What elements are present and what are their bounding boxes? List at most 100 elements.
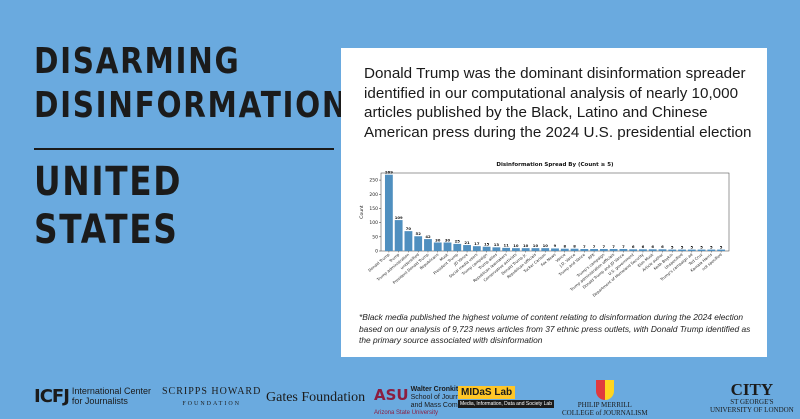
scripps-logo: SCRIPPS HOWARD FOUNDATION [162, 386, 261, 410]
bar-value-label: 7 [622, 244, 625, 249]
midas-mark: MIDaS Lab [458, 386, 516, 399]
y-tick-label: 250 [369, 178, 378, 184]
footnote: *Black media published the highest volum… [359, 312, 751, 345]
shield-icon [595, 380, 614, 400]
bar [599, 249, 608, 251]
bar [717, 249, 726, 251]
bar [609, 249, 618, 251]
city-sub-2: UNIVERSITY OF LONDON [710, 406, 794, 414]
bar-value-label: 10 [523, 243, 529, 248]
bar [521, 248, 530, 251]
bar [697, 249, 706, 251]
bar [404, 231, 413, 251]
bar-value-label: 8 [563, 244, 566, 249]
bar-value-label: 42 [425, 234, 431, 239]
bar [551, 248, 559, 251]
bar [590, 249, 598, 251]
asu-text-3: and Mass Communication [410, 402, 492, 409]
chart-title: Disinformation Spread By (Count ≥ 5) [496, 162, 614, 168]
plot-frame [380, 172, 730, 252]
title-line-2: DISINFORMATION [34, 85, 349, 126]
bar [639, 249, 647, 251]
bar-value-label: 269 [385, 170, 393, 175]
bar-value-label: 5 [681, 244, 684, 249]
bar-value-label: 7 [593, 244, 596, 249]
bar-chart: Disinformation Spread By (Count ≥ 5) 0 50 1… [341, 158, 767, 318]
bar-value-label: 11 [503, 243, 509, 248]
asu-text-2: School of Journalism [410, 394, 476, 401]
bar [414, 236, 423, 251]
title-line-1: DISARMING [34, 41, 241, 82]
bar [472, 246, 481, 251]
chart-svg: Disinformation Spread By (Count ≥ 5) 0 50 1… [359, 162, 730, 298]
x-tick-label: Vance [554, 252, 567, 264]
bar [668, 249, 677, 251]
merrill-text-1: PHILIP MERRILL [577, 401, 632, 409]
bar [678, 249, 686, 251]
bar [463, 245, 471, 251]
midas-logo: MIDaS Lab Media, Information, Data and S… [458, 386, 554, 408]
bar [560, 248, 569, 251]
bar-value-label: 6 [651, 244, 654, 249]
bar-value-label: 70 [406, 226, 412, 231]
headline: Donald Trump was the dominant disinforma… [364, 65, 752, 141]
bar-value-label: 5 [720, 244, 723, 249]
bar [453, 243, 462, 251]
x-tick-label: Musk [438, 251, 449, 262]
icfj-mark: ICFJ [34, 386, 70, 407]
bar [541, 248, 550, 251]
bar-value-label: 15 [484, 242, 490, 247]
bar [629, 249, 638, 251]
bar [707, 249, 716, 251]
bar [384, 174, 393, 251]
merrill-text-2: COLLEGE of JOURNALISM [562, 409, 648, 417]
bar-value-label: 5 [690, 244, 693, 249]
bar [619, 249, 628, 251]
bar-value-label: 30 [445, 237, 451, 242]
logo-bar: ICFJ International Center for Journalists … [0, 378, 800, 419]
bar [570, 248, 579, 251]
chart-card: Donald Trump was the dominant disinforma… [341, 48, 767, 357]
bar-value-label: 17 [474, 241, 480, 246]
icfj-text-1: International Center [71, 386, 151, 396]
divider [34, 148, 334, 150]
bar-value-label: 10 [543, 243, 549, 248]
bar [531, 248, 540, 251]
city-mark: CITY [730, 380, 774, 399]
bar-value-label: 21 [464, 240, 470, 245]
bar-value-label: 6 [661, 244, 664, 249]
asu-mark: ASU [374, 386, 409, 404]
bar-value-label: 5 [700, 244, 703, 249]
bar [687, 249, 696, 251]
y-tick-label: 150 [369, 206, 378, 212]
y-tick-label: 50 [372, 234, 378, 240]
bar [443, 242, 452, 251]
scripps-name: SCRIPPS HOWARD [162, 386, 262, 397]
bar-value-label: 8 [573, 244, 576, 249]
bar-value-label: 52 [416, 231, 422, 236]
bar-value-label: 7 [612, 244, 615, 249]
bar [580, 249, 589, 251]
y-tick-label: 100 [369, 220, 378, 226]
bar-value-label: 5 [710, 244, 713, 249]
asu-text-1: Walter Cronkite [410, 386, 463, 393]
y-axis-label: Count [359, 205, 365, 219]
bar [492, 247, 501, 251]
bar-value-label: 5 [671, 244, 674, 249]
bar-value-label: 13 [494, 242, 500, 247]
bar-value-label: 6 [642, 244, 645, 249]
country-block: UNITED STATES [34, 158, 215, 254]
bar-value-label: 25 [455, 239, 461, 244]
bar [394, 220, 403, 251]
asu-logo: ASU Walter Cronkite School of Journalism an… [374, 386, 492, 416]
title-block: DISARMING DISINFORMATION [34, 40, 349, 128]
asu-sub: Arizona State University [374, 410, 439, 416]
bar-value-label: 7 [583, 244, 586, 249]
country-line-1: UNITED [34, 159, 183, 205]
icfj-logo: ICFJ International Center for Journalists [34, 386, 151, 407]
x-tick-label: RFK [587, 252, 596, 261]
gates-logo: Gates Foundation [266, 390, 366, 405]
bar [512, 248, 520, 251]
icfj-text: International Center for Journalists [72, 386, 151, 406]
bar [658, 249, 667, 251]
